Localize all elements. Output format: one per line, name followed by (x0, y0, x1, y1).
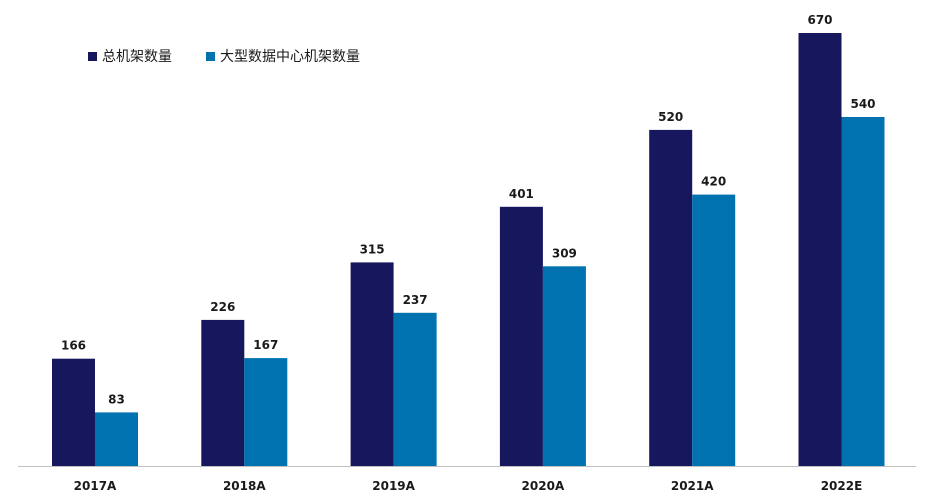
bar-large-2022e (841, 117, 885, 466)
legend-swatch-total (88, 51, 97, 61)
legend-item-large: 大型数据中心机架数量 (206, 46, 360, 66)
data-label-large-2019a: 237 (403, 293, 428, 307)
x-tick-label-2020a: 2020A (522, 479, 565, 493)
bar-total-2021a (649, 129, 693, 466)
data-label-large-2017a: 83 (108, 392, 125, 406)
bar-large-2019a (393, 312, 437, 466)
bar-total-2019a (350, 262, 394, 466)
bar-total-2022e (798, 33, 842, 466)
x-tick-label-2019a: 2019A (372, 479, 415, 493)
bar-large-2020a (542, 266, 586, 466)
data-labels-group: 166 83 226 167 315 237 401 309 520 420 670 540 (61, 13, 876, 406)
bar-large-2017a (95, 412, 138, 466)
data-label-total-2018a: 226 (210, 300, 235, 314)
x-tick-label-2021a: 2021A (671, 479, 714, 493)
x-tick-label-2018a: 2018A (223, 479, 266, 493)
data-label-total-2022e: 670 (807, 13, 832, 27)
legend: 总机架数量 大型数据中心机架数量 (88, 46, 394, 66)
data-label-large-2018a: 167 (253, 338, 278, 352)
legend-swatch-large (206, 51, 215, 61)
data-label-total-2020a: 401 (509, 187, 534, 201)
data-label-large-2020a: 309 (552, 246, 577, 260)
data-label-total-2021a: 520 (658, 110, 683, 124)
data-label-total-2019a: 315 (360, 242, 385, 256)
x-tick-label-2022e: 2022E (821, 479, 863, 493)
bar-total-2018a (201, 319, 245, 466)
bar-large-2018a (244, 358, 288, 466)
bar-large-2021a (692, 194, 736, 466)
bar-total-2017a (52, 358, 95, 466)
legend-label-large: 大型数据中心机架数量 (220, 49, 360, 65)
bars-group (52, 33, 885, 467)
data-label-large-2021a: 420 (701, 175, 726, 189)
x-tick-label-2017a: 2017A (74, 479, 117, 493)
data-label-total-2017a: 166 (61, 339, 86, 353)
legend-item-total: 总机架数量 (88, 46, 172, 66)
data-label-large-2022e: 540 (850, 97, 875, 111)
bar-total-2020a (499, 206, 543, 467)
legend-label-total: 总机架数量 (102, 49, 172, 65)
x-tick-labels-group: 2017A 2018A 2019A 2020A 2021A 2022E (74, 479, 863, 493)
